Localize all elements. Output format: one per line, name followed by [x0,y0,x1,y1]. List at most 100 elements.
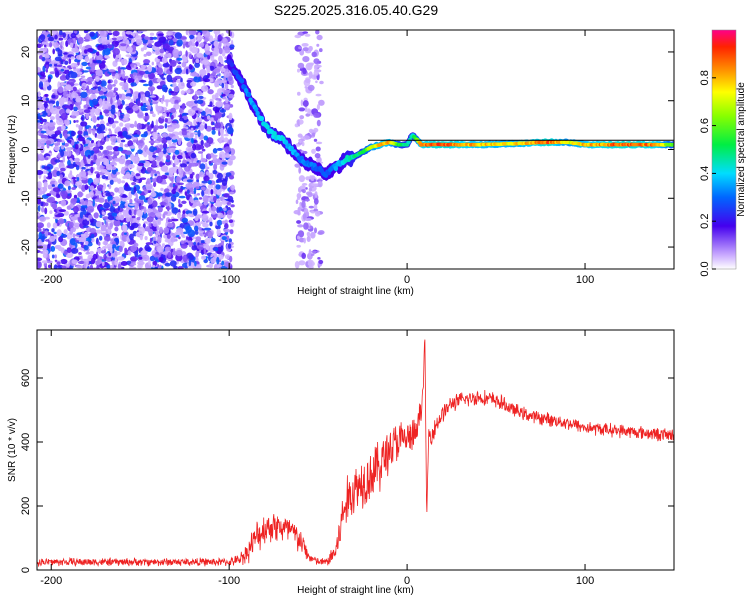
noise-blob [47,111,51,116]
noise-blob [174,32,182,40]
noise-blob [133,202,139,210]
noise-blob [37,249,41,254]
noise-blob [82,219,90,226]
noise-blob [206,115,211,120]
noise-blob [203,37,209,42]
noise-blob [136,38,141,44]
noise-blob [67,185,71,191]
noise-blob [297,230,305,238]
noise-blob [315,146,321,152]
noise-blob [114,187,119,193]
noise-blob [63,250,68,255]
noise-blob [66,247,72,254]
noise-blob [302,100,309,107]
noise-blob [49,105,54,113]
noise-blob [150,170,154,178]
noise-blob [113,90,116,93]
noise-blob [192,199,201,207]
colorbar-tick-label: 0.0 [699,261,711,276]
noise-blob [66,165,71,169]
noise-blob [304,86,308,89]
noise-blob [97,86,101,92]
noise-blob [56,170,60,177]
noise-blob [172,48,180,57]
noise-blob [310,232,316,238]
noise-blob [76,197,80,203]
noise-blob [181,200,187,204]
noise-blob [309,225,313,229]
noise-blob [110,135,117,143]
noise-blob [120,48,128,52]
noise-blob [145,183,153,191]
noise-blob [185,210,193,215]
noise-blob [114,258,119,266]
noise-blob [210,257,217,264]
noise-blob [200,85,209,92]
noise-blob [113,219,121,227]
noise-blob [150,223,154,227]
spectrogram-y-axis-label: Frequency (Hz) [7,115,18,184]
noise-blob [115,237,120,246]
noise-blob [142,83,150,87]
noise-blob [222,37,228,45]
noise-blob [113,120,119,124]
noise-blob [100,250,106,254]
noise-blob [308,187,313,192]
noise-blob [216,178,223,183]
noise-blob [161,265,164,269]
noise-blob [41,170,49,175]
noise-blob [139,146,142,150]
noise-blob [49,71,56,75]
spectrogram-noise-cloud [37,30,325,269]
noise-blob [112,30,120,37]
noise-blob [53,231,57,235]
noise-blob [70,56,75,60]
noise-blob [128,209,132,215]
noise-blob [138,92,141,100]
noise-blob [207,184,214,189]
noise-blob [154,41,162,47]
noise-blob [303,222,309,230]
noise-blob [40,201,44,207]
noise-blob [56,64,63,68]
noise-blob [99,145,104,150]
noise-blob [151,200,158,208]
noise-blob [182,135,189,138]
noise-blob [82,171,87,178]
noise-blob [141,256,147,260]
noise-blob [219,89,222,96]
noise-blob [61,125,66,130]
noise-blob [105,136,110,142]
noise-blob [311,132,316,137]
noise-blob [178,195,186,199]
noise-blob [223,193,230,198]
noise-blob [40,71,46,77]
noise-blob [223,71,230,78]
noise-blob [224,103,230,108]
noise-blob [89,227,97,234]
noise-blob [294,163,301,168]
noise-blob [123,232,127,235]
noise-blob [128,266,137,269]
noise-blob [229,44,235,49]
noise-blob [218,74,221,77]
noise-blob [163,147,167,155]
noise-blob [139,205,145,210]
noise-blob [110,97,113,105]
noise-blob [125,96,132,100]
noise-blob [102,246,108,249]
noise-blob [42,253,48,259]
noise-blob [39,216,47,222]
noise-blob [51,254,55,259]
noise-blob [84,55,90,63]
noise-blob [137,162,144,167]
noise-blob [134,242,139,248]
noise-blob [75,164,80,171]
noise-blob [70,32,77,39]
noise-blob [70,228,73,233]
noise-blob [197,36,205,40]
noise-blob [174,157,180,166]
noise-blob [106,91,114,99]
